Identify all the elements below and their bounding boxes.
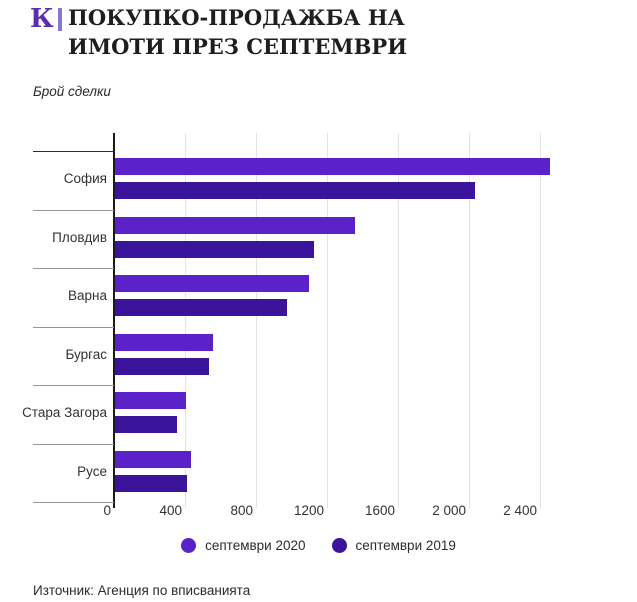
- gridline-x2400: [540, 133, 541, 508]
- row-separator: [33, 444, 114, 445]
- category-label: Стара Загора: [22, 405, 107, 420]
- bar-row1-series1: [115, 241, 314, 258]
- x-axis-label: 2 400: [503, 503, 537, 518]
- legend-dot-icon: [331, 538, 347, 553]
- legend-label: септември 2019: [355, 538, 456, 553]
- bar-row1-series0: [115, 217, 355, 234]
- gridline-x1200: [327, 133, 328, 508]
- row-separator: [33, 151, 114, 152]
- legend-label: септември 2020: [205, 538, 306, 553]
- gridline-x2000: [469, 133, 470, 508]
- x-axis-label: 400: [159, 503, 182, 518]
- row-separator: [33, 210, 114, 211]
- row-separator: [33, 327, 114, 328]
- legend-item: септември 2019: [331, 538, 456, 553]
- bar-row4-series0: [115, 392, 186, 409]
- row-separator: [33, 385, 114, 386]
- chart-legend: септември 2020 септември 2019: [0, 538, 637, 553]
- row-separator: [33, 268, 114, 269]
- bar-row5-series0: [115, 451, 192, 468]
- x-axis-label: 2 000: [432, 503, 466, 518]
- logo-pipe-icon: [57, 8, 62, 31]
- gridline-x1600: [398, 133, 399, 508]
- bar-row2-series1: [115, 299, 288, 316]
- bar-row0-series0: [115, 158, 550, 175]
- bar-row3-series0: [115, 334, 213, 351]
- bar-row0-series1: [115, 182, 476, 199]
- legend-dot-icon: [181, 538, 197, 553]
- page-title: ПОКУПКО-ПРОДАЖБА НА ИМОТИ ПРЕЗ СЕПТЕМВРИ: [68, 3, 407, 61]
- bar-row2-series0: [115, 275, 309, 292]
- category-label: София: [63, 171, 107, 186]
- x-axis-label: 800: [230, 503, 253, 518]
- bar-row4-series1: [115, 416, 178, 433]
- kapital-logo: К: [30, 6, 62, 32]
- source-text: Източник: Агенция по вписванията: [33, 583, 251, 598]
- gridline-x400: [185, 133, 186, 508]
- logo-k-letter: К: [30, 4, 54, 34]
- x-axis-label: 1200: [293, 503, 324, 518]
- chart-subtitle: Брой сделки: [33, 84, 111, 99]
- x-axis-label: 0: [103, 503, 111, 518]
- title-line-1: ПОКУПКО-ПРОДАЖБА НА: [68, 5, 405, 30]
- bar-row5-series1: [115, 475, 187, 492]
- title-line-2: ИМОТИ ПРЕЗ СЕПТЕМВРИ: [68, 34, 408, 59]
- x-axis-label: 1600: [364, 503, 395, 518]
- y-axis-line: [113, 133, 115, 508]
- row-separator: [33, 502, 114, 503]
- bar-row3-series1: [115, 358, 210, 375]
- category-label: Варна: [68, 288, 107, 303]
- category-label: Бургас: [65, 347, 107, 362]
- category-label: Пловдив: [52, 230, 107, 245]
- gridline-x800: [256, 133, 257, 508]
- legend-item: септември 2020: [181, 538, 306, 553]
- category-label: Русе: [77, 464, 107, 479]
